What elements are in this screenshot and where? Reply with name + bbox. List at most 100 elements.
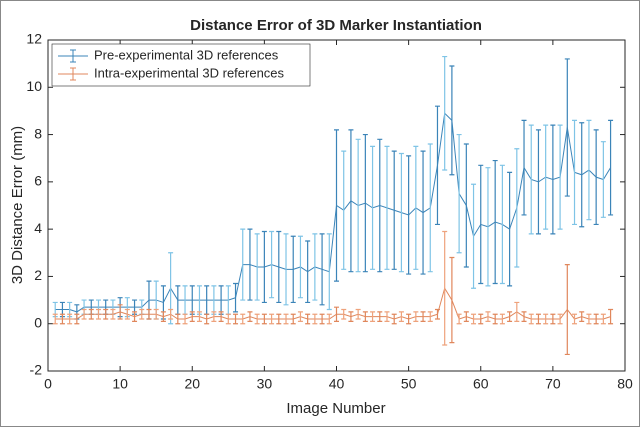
error-bar: [370, 311, 376, 322]
y-axis-label: 3D Distance Error (mm): [9, 126, 26, 284]
error-bar: [543, 124, 549, 230]
error-bar: [341, 308, 347, 320]
error-bar: [521, 119, 527, 216]
error-bar: [225, 313, 231, 325]
error-bar: [103, 308, 109, 320]
error-bar: [168, 308, 174, 320]
y-tick-label: 12: [26, 31, 42, 47]
error-bar: [398, 152, 404, 273]
error-bar: [132, 311, 138, 322]
error-bar: [528, 124, 534, 235]
x-tick-label: 80: [617, 376, 633, 392]
legend-swatch: [58, 67, 88, 81]
error-bar: [240, 313, 246, 325]
error-bar: [139, 308, 145, 320]
error-bar: [456, 133, 462, 254]
error-bar: [550, 313, 556, 325]
error-bar: [384, 145, 390, 270]
error-bar: [305, 240, 311, 304]
error-bar: [557, 124, 563, 230]
error-bar: [478, 313, 484, 325]
error-bar: [348, 311, 354, 322]
x-tick-label: 10: [112, 376, 128, 392]
error-bar: [124, 308, 130, 320]
legend-box: [51, 43, 311, 87]
error-bar: [442, 55, 448, 171]
error-bar: [413, 311, 419, 322]
error-bar: [499, 313, 505, 325]
error-bar: [261, 230, 267, 304]
error-bar: [572, 119, 578, 226]
x-tick-label: 40: [329, 376, 345, 392]
series: [52, 55, 614, 325]
error-bar: [233, 313, 239, 325]
error-bar: [326, 233, 332, 311]
error-bar: [362, 133, 368, 273]
error-bar: [564, 264, 570, 356]
legend-label: Pre-experimental 3D references: [94, 47, 279, 62]
error-bar: [261, 313, 267, 325]
error-bar: [52, 313, 58, 325]
x-tick-label: 60: [473, 376, 489, 392]
error-bar: [247, 311, 253, 322]
error-bar: [507, 171, 513, 287]
error-bar: [233, 282, 239, 313]
x-tick-label: 0: [44, 376, 52, 392]
error-bar: [334, 306, 339, 322]
error-bar: [406, 155, 412, 275]
y-tick-label: 10: [26, 78, 42, 94]
error-bar: [449, 256, 455, 344]
error-bar: [579, 311, 585, 322]
error-bar: [254, 233, 260, 301]
error-bar: [434, 105, 440, 226]
error-bar: [427, 311, 433, 322]
error-bar: [608, 308, 614, 325]
error-bar: [290, 313, 296, 325]
error-bar: [478, 164, 484, 285]
error-bar: [211, 311, 217, 322]
error-bar: [189, 311, 195, 322]
error-bar: [355, 138, 361, 273]
error-bar: [355, 308, 361, 320]
error-bar: [427, 143, 433, 273]
error-bar: [326, 313, 332, 325]
error-bar: [507, 311, 513, 322]
error-bar: [449, 65, 455, 176]
y-tick-label: 6: [34, 173, 42, 189]
error-bar: [586, 119, 592, 221]
error-bar: [564, 58, 570, 197]
error-bar: [110, 308, 116, 320]
error-bar: [463, 311, 469, 322]
x-axis-label: Image Number: [286, 400, 385, 417]
error-bar: [579, 122, 585, 228]
error-bar: [196, 311, 202, 322]
error-bar: [276, 230, 282, 304]
error-bar: [218, 311, 224, 322]
error-bar: [499, 164, 505, 285]
error-bar: [377, 138, 383, 273]
error-bar: [514, 148, 520, 268]
error-bar: [95, 308, 101, 320]
error-bar: [269, 313, 275, 325]
error-bar: [319, 233, 325, 306]
error-bar: [528, 313, 534, 325]
error-bar: [586, 313, 592, 325]
error-bar: [334, 129, 339, 282]
series-line: [55, 112, 612, 313]
error-bar: [312, 313, 318, 325]
error-bar: [434, 308, 440, 320]
error-bar: [521, 311, 527, 322]
error-bar: [305, 313, 311, 325]
error-bar: [247, 228, 253, 301]
error-bar: [514, 301, 520, 322]
error-bar: [492, 313, 498, 325]
error-bar: [319, 313, 325, 325]
error-bar: [283, 233, 289, 306]
y-tick-label: 8: [34, 125, 42, 141]
error-bar: [240, 228, 246, 301]
x-tick-label: 70: [545, 376, 561, 392]
x-tick-label: 30: [257, 376, 273, 392]
error-bar: [600, 313, 606, 325]
x-tick-label: 50: [401, 376, 417, 392]
